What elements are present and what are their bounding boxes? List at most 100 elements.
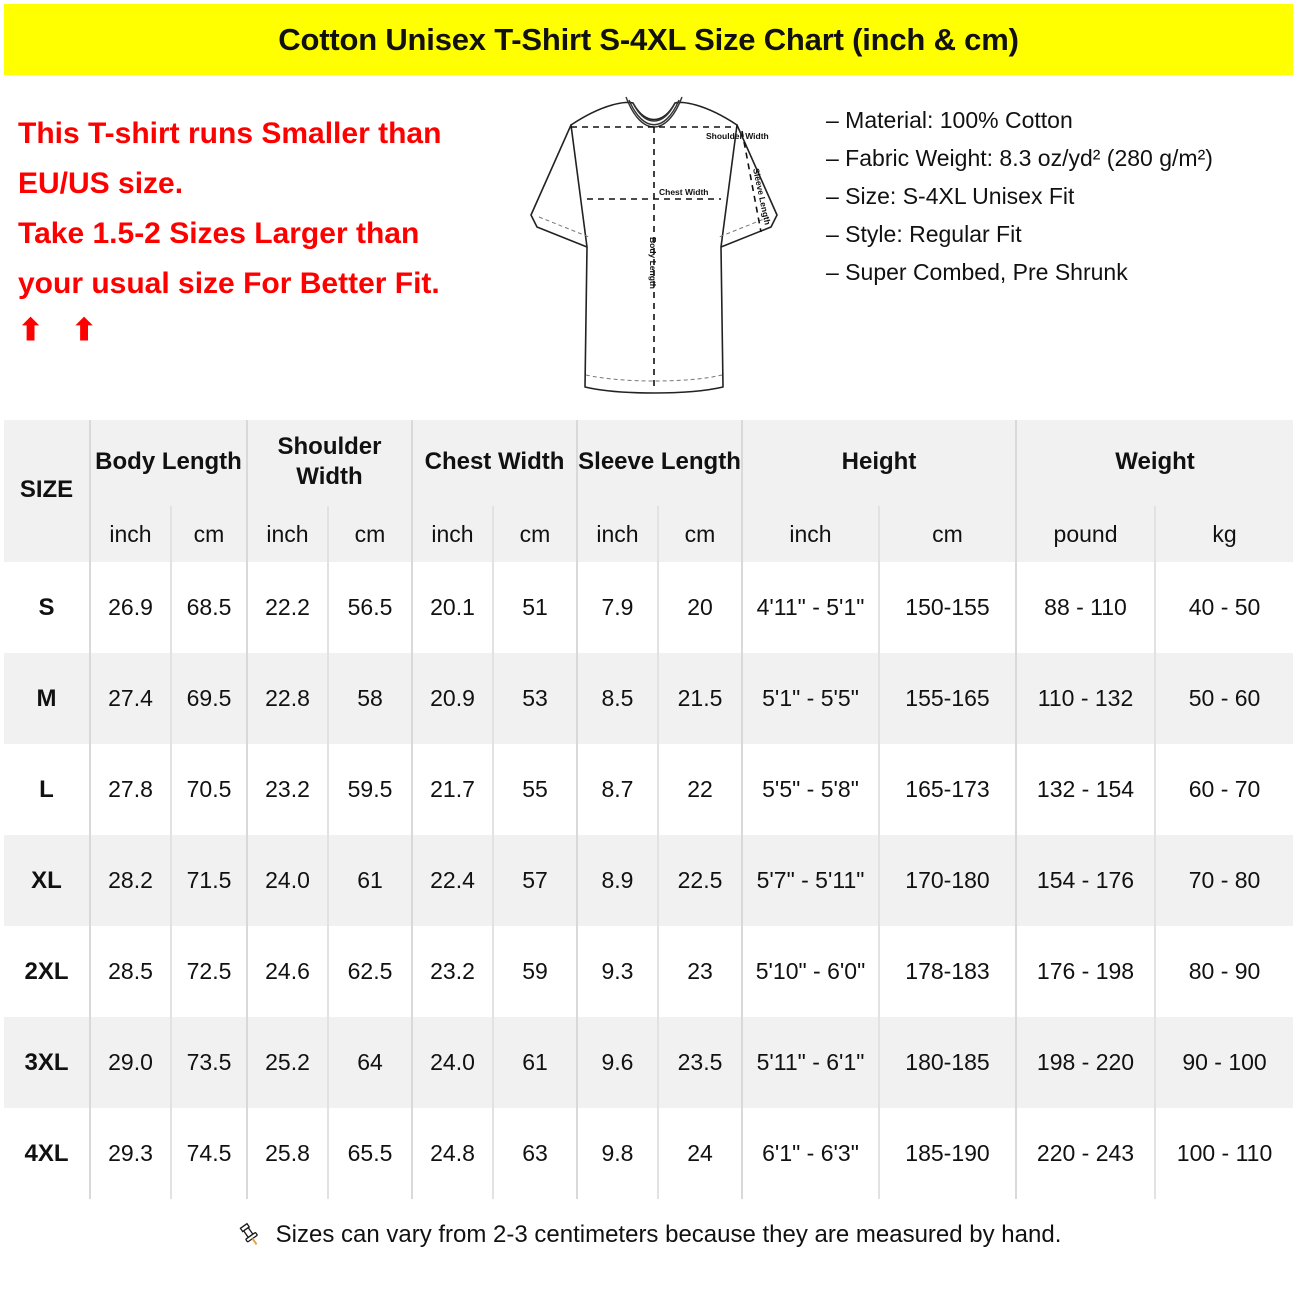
spec-finish: – Super Combed, Pre Shrunk <box>826 259 1128 285</box>
table-row: S 26.9 68.5 22.2 56.5 20.1 51 7.9 20 4'11" - 5'1"… <box>4 562 1294 653</box>
cell-height-inch: 5'7" - 5'11" <box>741 835 879 926</box>
cell-sleeve-inch: 8.9 <box>576 835 658 926</box>
table-row: M 27.4 69.5 22.8 58 20.9 53 8.5 21.5 5'1" - 5'5" 1… <box>4 653 1294 744</box>
diagram-label-shoulder-width: Shoulder Width <box>706 131 769 141</box>
cell-weight-pound: 110 - 132 <box>1015 653 1156 744</box>
unit-height-cm: cm <box>877 506 1017 562</box>
cell-sleeve-cm: 20 <box>657 562 742 653</box>
unit-shoulder-inch: inch <box>246 506 328 562</box>
cell-chest-inch: 23.2 <box>411 926 493 1017</box>
cell-sleeve-inch: 7.9 <box>576 562 658 653</box>
cell-chest-inch: 21.7 <box>411 744 493 835</box>
cell-height-inch: 5'11" - 6'1" <box>741 1017 879 1108</box>
tshirt-diagram: Shoulder Width Chest Width Body Length S… <box>504 81 804 420</box>
cell-height-cm: 165-173 <box>877 744 1017 835</box>
unit-sleeve-inch: inch <box>576 506 658 562</box>
cell-chest-cm: 57 <box>492 835 577 926</box>
header-sleeve-length: Sleeve Length <box>576 420 742 506</box>
cell-size: M <box>36 684 57 712</box>
table-row: 3XL 29.0 73.5 25.2 64 24.0 61 9.6 23.5 5'11" - 6'… <box>4 1017 1294 1108</box>
cell-chest-cm: 51 <box>492 562 577 653</box>
cell-weight-kg: 80 - 90 <box>1154 926 1294 1017</box>
cell-body-length-cm: 70.5 <box>170 744 247 835</box>
cell-height-cm: 178-183 <box>877 926 1017 1017</box>
cell-height-cm: 150-155 <box>877 562 1017 653</box>
cell-sleeve-cm: 24 <box>657 1108 742 1199</box>
cell-body-length-cm: 69.5 <box>170 653 247 744</box>
cell-body-length-cm: 73.5 <box>170 1017 247 1108</box>
unit-weight-pound: pound <box>1015 506 1156 562</box>
cell-height-cm: 180-185 <box>877 1017 1017 1108</box>
cell-height-inch: 5'10" - 6'0" <box>741 926 879 1017</box>
cell-body-length-inch: 29.3 <box>89 1108 171 1199</box>
cell-shoulder-inch: 22.2 <box>246 562 328 653</box>
cell-shoulder-cm: 61 <box>327 835 412 926</box>
footer-note: Sizes can vary from 2-3 centimeters beca… <box>4 1199 1293 1271</box>
unit-body-length-cm: cm <box>170 506 247 562</box>
cell-shoulder-cm: 56.5 <box>327 562 412 653</box>
cell-weight-pound: 88 - 110 <box>1015 562 1156 653</box>
cell-shoulder-inch: 24.6 <box>246 926 328 1017</box>
cell-size: XL <box>31 866 62 894</box>
cell-sleeve-cm: 22 <box>657 744 742 835</box>
cell-sleeve-inch: 9.8 <box>576 1108 658 1199</box>
cell-body-length-inch: 26.9 <box>89 562 171 653</box>
cell-shoulder-cm: 65.5 <box>327 1108 412 1199</box>
unit-body-length-inch: inch <box>89 506 171 562</box>
spec-size: – Size: S-4XL Unisex Fit <box>826 183 1075 209</box>
header-height: Height <box>740 420 1017 506</box>
cell-chest-cm: 59 <box>492 926 577 1017</box>
cell-height-cm: 155-165 <box>877 653 1017 744</box>
cell-sleeve-cm: 22.5 <box>657 835 742 926</box>
cell-shoulder-inch: 22.8 <box>246 653 328 744</box>
pushpin-icon <box>236 1221 264 1249</box>
table-head: SIZE Body Length Shoulder Width Chest Wi… <box>4 420 1294 562</box>
cell-height-inch: 5'1" - 5'5" <box>741 653 879 744</box>
cell-sleeve-inch: 9.6 <box>576 1017 658 1108</box>
unit-chest-cm: cm <box>492 506 577 562</box>
unit-height-inch: inch <box>741 506 879 562</box>
cell-body-length-cm: 71.5 <box>170 835 247 926</box>
header-chest-width: Chest Width <box>411 420 577 506</box>
cell-height-cm: 185-190 <box>877 1108 1017 1199</box>
footer-note-text: Sizes can vary from 2-3 centimeters beca… <box>275 1221 1062 1248</box>
cell-chest-cm: 63 <box>492 1108 577 1199</box>
cell-chest-inch: 22.4 <box>411 835 493 926</box>
cell-height-inch: 6'1" - 6'3" <box>741 1108 879 1199</box>
warning-line-1: This T-shirt runs Smaller than <box>18 117 442 150</box>
cell-shoulder-cm: 59.5 <box>327 744 412 835</box>
top-info-section: This T-shirt runs Smaller than EU/US siz… <box>4 75 1293 420</box>
sizing-warning-block: This T-shirt runs Smaller than EU/US siz… <box>4 81 504 420</box>
cell-weight-kg: 100 - 110 <box>1154 1108 1294 1199</box>
warning-line-2: EU/US size. <box>18 167 184 200</box>
warning-line-3: Take 1.5-2 Sizes Larger than <box>18 217 420 250</box>
cell-weight-pound: 154 - 176 <box>1015 835 1156 926</box>
title-banner: Cotton Unisex T-Shirt S-4XL Size Chart (… <box>4 4 1293 75</box>
cell-size: L <box>39 775 54 803</box>
cell-sleeve-inch: 8.5 <box>576 653 658 744</box>
cell-chest-cm: 53 <box>492 653 577 744</box>
unit-chest-inch: inch <box>411 506 493 562</box>
cell-sleeve-cm: 23.5 <box>657 1017 742 1108</box>
table-unit-header-row: inch cm inch cm inch cm inch cm inch cm … <box>4 506 1294 562</box>
table-row: 4XL 29.3 74.5 25.8 65.5 24.8 63 9.8 24 6'1" - 6'3… <box>4 1108 1294 1199</box>
cell-chest-cm: 61 <box>492 1017 577 1108</box>
cell-chest-inch: 20.9 <box>411 653 493 744</box>
cell-chest-inch: 20.1 <box>411 562 493 653</box>
cell-shoulder-inch: 25.2 <box>246 1017 328 1108</box>
cell-sleeve-inch: 9.3 <box>576 926 658 1017</box>
cell-weight-kg: 60 - 70 <box>1154 744 1294 835</box>
cell-chest-inch: 24.8 <box>411 1108 493 1199</box>
cell-weight-kg: 70 - 80 <box>1154 835 1294 926</box>
cell-body-length-inch: 29.0 <box>89 1017 171 1108</box>
warning-line-4: your usual size For Better Fit. <box>18 267 440 300</box>
cell-weight-kg: 90 - 100 <box>1154 1017 1294 1108</box>
diagram-label-chest-width: Chest Width <box>659 187 709 197</box>
cell-weight-pound: 198 - 220 <box>1015 1017 1156 1108</box>
table-row: 2XL 28.5 72.5 24.6 62.5 23.2 59 9.3 23 5'10" - 6'… <box>4 926 1294 1017</box>
cell-weight-pound: 176 - 198 <box>1015 926 1156 1017</box>
cell-body-length-cm: 74.5 <box>170 1108 247 1199</box>
cell-size: 2XL <box>24 957 69 985</box>
cell-height-inch: 5'5" - 5'8" <box>741 744 879 835</box>
